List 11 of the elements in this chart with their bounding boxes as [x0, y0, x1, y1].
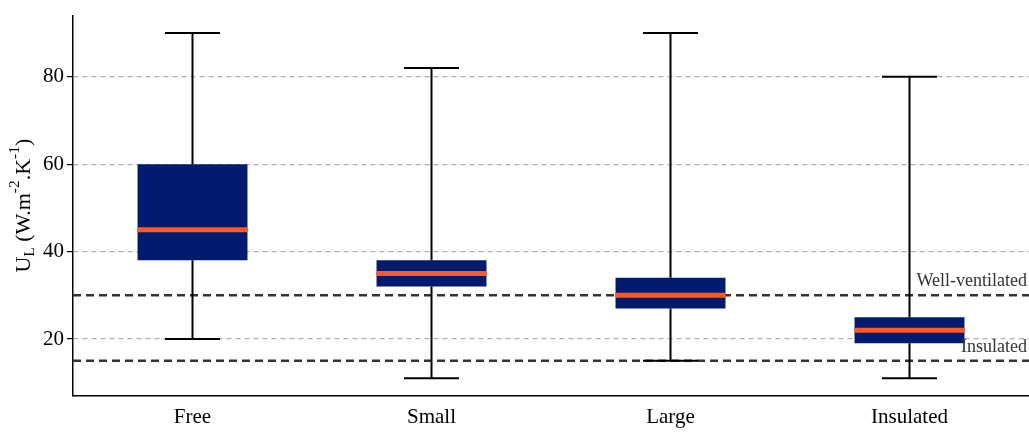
x-tick-label: Free: [173, 403, 212, 428]
x-tick-label: Small: [406, 403, 457, 428]
y-axis-title: UL (W.m-2.K-1): [5, 138, 37, 273]
y-tick-label: 80: [43, 63, 64, 88]
y-tick-label: 20: [43, 325, 64, 350]
y-tick-label: 40: [43, 238, 64, 263]
y-tick-label: 60: [43, 150, 64, 175]
x-tick-label: Large: [646, 403, 695, 428]
x-tick-label: Insulated: [871, 403, 949, 428]
ref-line-label: Well-ventilated: [916, 270, 1027, 291]
ref-line-label: Insulated: [961, 335, 1027, 356]
